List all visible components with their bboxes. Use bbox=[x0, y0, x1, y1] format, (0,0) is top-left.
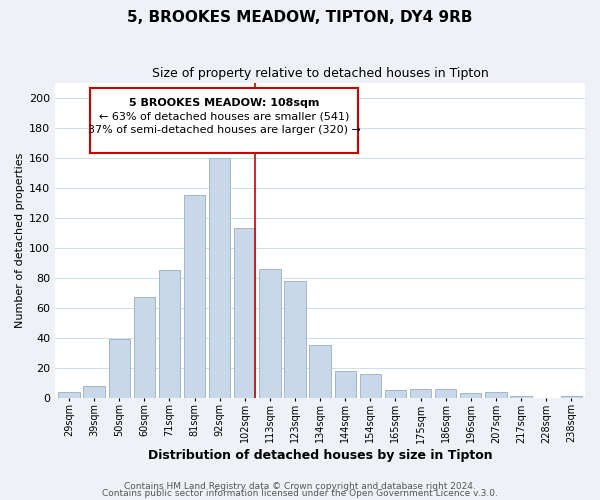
Bar bbox=[510, 396, 532, 398]
Bar bbox=[209, 158, 230, 398]
Bar bbox=[335, 370, 356, 398]
X-axis label: Distribution of detached houses by size in Tipton: Distribution of detached houses by size … bbox=[148, 450, 493, 462]
Text: Contains public sector information licensed under the Open Government Licence v.: Contains public sector information licen… bbox=[102, 490, 498, 498]
Bar bbox=[460, 393, 481, 398]
Bar bbox=[134, 298, 155, 398]
Y-axis label: Number of detached properties: Number of detached properties bbox=[15, 152, 25, 328]
Bar bbox=[560, 396, 582, 398]
Bar bbox=[385, 390, 406, 398]
Text: 37% of semi-detached houses are larger (320) →: 37% of semi-detached houses are larger (… bbox=[88, 125, 361, 135]
Title: Size of property relative to detached houses in Tipton: Size of property relative to detached ho… bbox=[152, 68, 488, 80]
Bar bbox=[410, 388, 431, 398]
Bar bbox=[109, 339, 130, 398]
Bar bbox=[234, 228, 256, 398]
Bar bbox=[435, 388, 457, 398]
Text: ← 63% of detached houses are smaller (541): ← 63% of detached houses are smaller (54… bbox=[99, 112, 349, 122]
Bar bbox=[359, 374, 381, 398]
Bar bbox=[259, 269, 281, 398]
Bar bbox=[83, 386, 105, 398]
Text: Contains HM Land Registry data © Crown copyright and database right 2024.: Contains HM Land Registry data © Crown c… bbox=[124, 482, 476, 491]
Bar bbox=[184, 196, 205, 398]
Bar bbox=[485, 392, 506, 398]
Text: 5, BROOKES MEADOW, TIPTON, DY4 9RB: 5, BROOKES MEADOW, TIPTON, DY4 9RB bbox=[127, 10, 473, 25]
Bar bbox=[310, 345, 331, 398]
Text: 5 BROOKES MEADOW: 108sqm: 5 BROOKES MEADOW: 108sqm bbox=[129, 98, 319, 108]
Bar bbox=[284, 281, 305, 398]
Bar bbox=[58, 392, 80, 398]
FancyBboxPatch shape bbox=[91, 88, 358, 154]
Bar bbox=[159, 270, 180, 398]
